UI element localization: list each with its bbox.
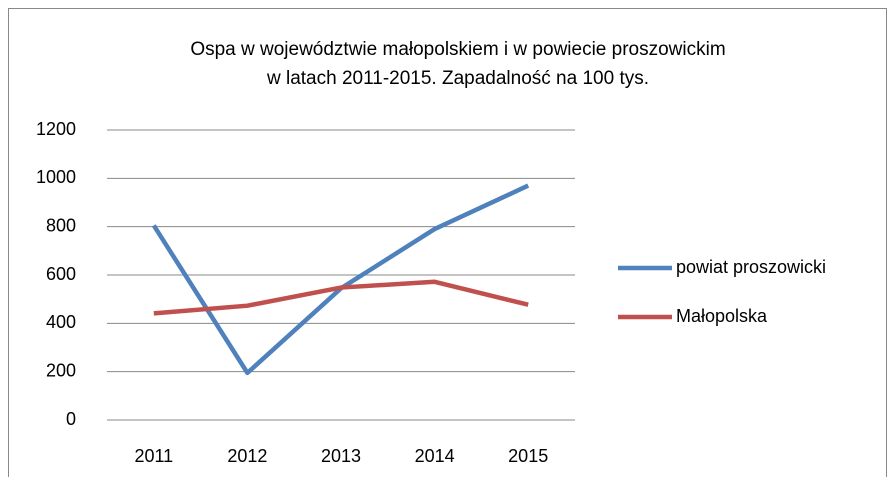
chart-title: w latach 2011-2015. Zapadalność na 100 t… [266, 68, 649, 89]
legend-label: powiat proszowicki [676, 257, 826, 277]
legend-label: Małopolska [676, 306, 768, 326]
series-line [153, 279, 529, 316]
x-tick-label: 2011 [134, 446, 173, 466]
y-tick-label: 600 [46, 264, 76, 284]
x-tick-label: 2012 [227, 446, 267, 466]
x-tick-label: 2015 [508, 446, 548, 466]
chart-title: Ospa w województwie małopolskiem i w pow… [190, 39, 725, 60]
chart-frame [8, 8, 887, 477]
y-tick-label: 400 [46, 312, 76, 332]
y-tick-label: 0 [66, 409, 76, 429]
y-tick-label: 1200 [36, 119, 76, 139]
x-tick-label: 2014 [415, 446, 455, 466]
x-tick-label: 2013 [321, 446, 361, 466]
y-tick-label: 1000 [36, 167, 76, 187]
y-tick-label: 200 [46, 360, 76, 380]
y-tick-label: 800 [46, 215, 76, 235]
